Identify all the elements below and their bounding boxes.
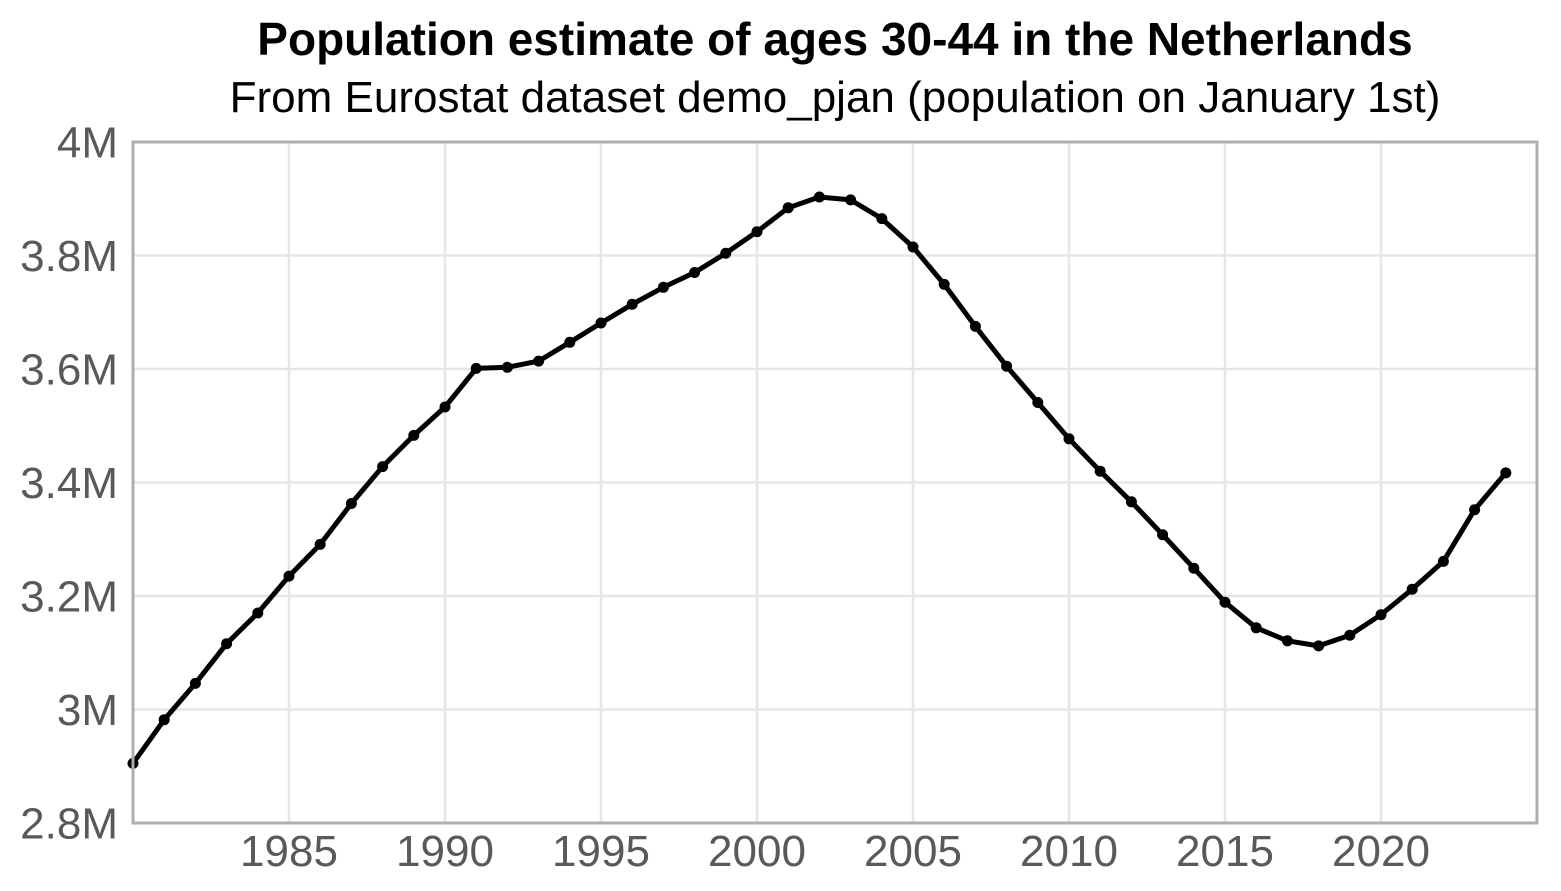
data-point	[439, 401, 451, 413]
y-tick-label: 3.4M	[20, 459, 118, 508]
y-tick-label: 3M	[57, 686, 118, 735]
data-point	[1281, 635, 1293, 647]
x-tick-label: 2010	[1020, 827, 1118, 876]
chart-title: Population estimate of ages 30-44 in the…	[257, 13, 1412, 65]
data-point	[1001, 360, 1013, 372]
data-point	[1375, 609, 1387, 621]
data-point	[969, 320, 981, 332]
x-tick-label: 2005	[864, 827, 962, 876]
x-tick-label: 1990	[396, 827, 494, 876]
x-tick-label: 2000	[708, 827, 806, 876]
data-point	[1094, 465, 1106, 477]
data-point	[1469, 504, 1481, 516]
y-tick-label: 4M	[57, 118, 118, 167]
data-series	[127, 191, 1512, 769]
data-point	[221, 638, 233, 650]
data-point	[626, 298, 638, 310]
data-point	[252, 607, 264, 619]
data-point	[689, 267, 701, 278]
data-point	[938, 278, 950, 290]
y-tick-label: 3.2M	[20, 572, 118, 621]
y-tick-label: 2.8M	[20, 799, 118, 848]
data-point	[1157, 529, 1169, 541]
data-point	[1344, 629, 1356, 641]
gridlines	[133, 140, 1537, 825]
data-point	[408, 429, 420, 441]
data-point	[1125, 496, 1137, 508]
data-point	[782, 202, 794, 214]
x-tick-label: 2015	[1176, 827, 1274, 876]
y-axis-tick-labels: 2.8M 3M 3.2M 3.4M 3.6M 3.8M 4M	[20, 118, 118, 848]
data-point	[845, 194, 857, 206]
data-point	[189, 677, 201, 689]
data-point	[1313, 640, 1325, 652]
data-point	[876, 213, 888, 225]
data-point	[751, 226, 763, 238]
data-point	[1219, 596, 1231, 608]
y-tick-label: 3.6M	[20, 345, 118, 394]
data-point	[1406, 583, 1418, 595]
y-tick-label: 3.8M	[20, 232, 118, 281]
data-point	[1188, 562, 1200, 574]
data-point	[564, 336, 576, 348]
data-point	[533, 355, 545, 367]
data-point	[595, 317, 607, 329]
data-point	[314, 538, 326, 550]
data-point	[1437, 555, 1449, 567]
data-point	[470, 362, 482, 374]
data-point	[1500, 467, 1512, 479]
data-point	[720, 247, 732, 259]
data-point	[283, 570, 295, 582]
x-axis-tick-labels: 1985 1990 1995 2000 2005 2010 2015 2020	[240, 827, 1430, 876]
data-point	[345, 498, 357, 509]
data-point	[813, 191, 825, 203]
x-tick-label: 1985	[240, 827, 338, 876]
data-point	[657, 281, 669, 293]
x-tick-label: 1995	[552, 827, 650, 876]
data-point	[158, 714, 170, 726]
data-point	[1032, 397, 1044, 408]
plot-border	[131, 140, 1539, 825]
data-point	[1250, 622, 1262, 634]
chart-subtitle: From Eurostat dataset demo_pjan (populat…	[230, 73, 1441, 122]
data-point	[1063, 433, 1075, 445]
data-point	[501, 361, 513, 373]
x-tick-label: 2020	[1332, 827, 1430, 876]
data-point	[907, 241, 919, 253]
data-point	[377, 461, 389, 473]
